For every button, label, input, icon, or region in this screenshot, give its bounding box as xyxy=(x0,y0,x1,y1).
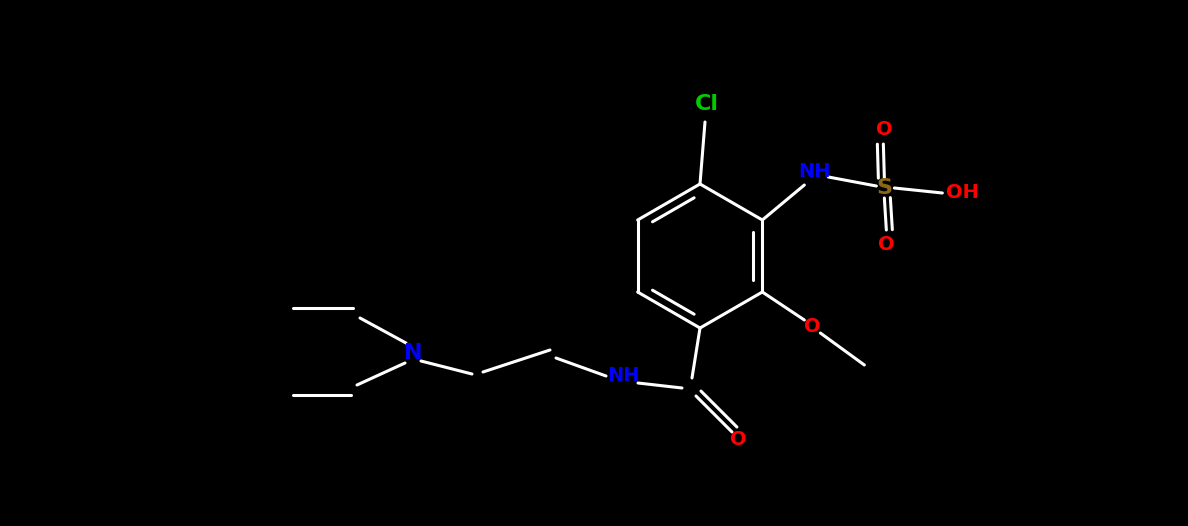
Text: NH: NH xyxy=(608,367,640,386)
Text: OH: OH xyxy=(946,184,979,203)
Text: Cl: Cl xyxy=(695,94,719,114)
Text: NH: NH xyxy=(798,163,830,181)
Text: O: O xyxy=(804,318,821,337)
Text: S: S xyxy=(877,178,892,198)
Text: O: O xyxy=(878,235,895,254)
Text: O: O xyxy=(729,430,746,450)
Text: N: N xyxy=(404,343,422,363)
Text: O: O xyxy=(876,120,892,139)
